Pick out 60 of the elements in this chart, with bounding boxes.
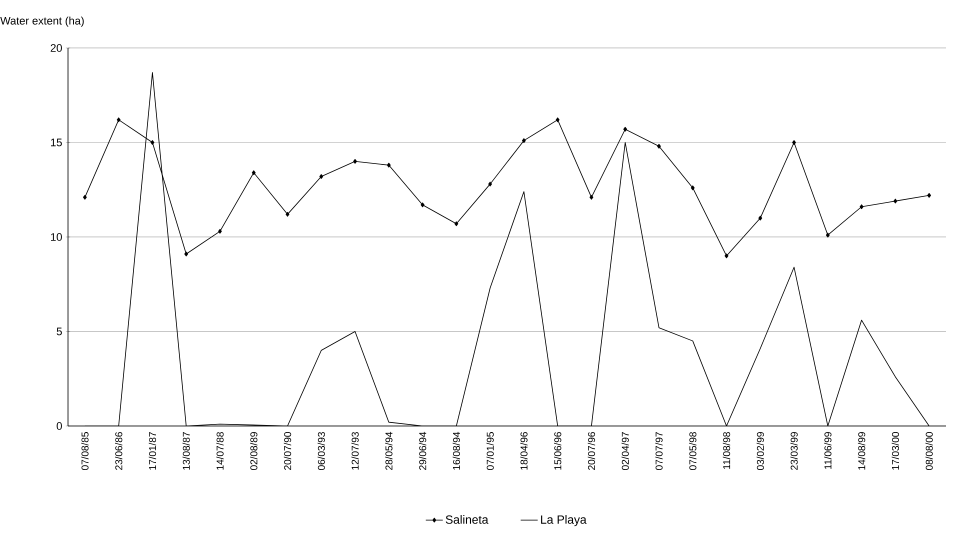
point [860,204,864,210]
x-tick-label: 08/08/00 [925,432,933,470]
x-tick-label: 06/03/93 [318,432,325,470]
point [758,216,762,220]
x-tick-label: 11/08/98 [722,432,730,469]
point [488,182,492,186]
y-axis-title: Water extent (ha) [0,16,84,27]
x-tick-label: 07/08/85 [81,432,89,470]
point [286,212,290,217]
point [319,174,324,179]
x-tick-label: 16/08/94 [452,432,460,470]
y-tick-label: 5 [56,328,62,336]
point [353,158,357,164]
x-tick-label: 23/06/86 [115,432,122,470]
x-tick-label: 12/07/93 [351,432,359,470]
x-tick-label: 23/03/99 [790,432,798,470]
x-tick-label: 20/07/90 [284,432,292,470]
point [690,185,695,190]
x-tick-label: 07/07/97 [655,432,663,470]
x-tick-label: 17/01/87 [148,432,156,470]
x-tick-label: 14/08/99 [858,432,866,470]
point [218,228,222,234]
x-tick-label: 20/07/96 [588,432,596,470]
x-tick-label: 28/05/94 [385,432,392,470]
y-tick-label: 10 [51,233,62,241]
x-tick-label: 15/06/96 [554,432,562,470]
x-tick-label: 17/03/00 [892,432,900,470]
point [556,117,560,122]
y-tick-label: 15 [51,138,62,146]
point [826,232,830,238]
point [386,162,391,168]
point [590,194,594,200]
x-tick-label: 07/01/95 [486,432,494,470]
x-tick-label: 02/04/97 [622,432,629,470]
point [150,140,154,145]
x-tick-label: 29/06/94 [418,432,426,470]
x-tick-label: 11/06/99 [824,432,832,469]
point [184,252,188,256]
x-tick-label: 07/05/98 [689,432,696,470]
point [893,198,898,204]
point [792,140,796,145]
point [420,202,424,208]
x-tick-label: 02/08/89 [250,432,258,470]
y-tick-label: 0 [56,422,62,430]
point [522,138,526,143]
x-tick-label: 14/07/88 [216,432,224,470]
point [454,221,458,226]
y-tick-label: 20 [50,44,62,52]
point [724,253,728,258]
x-tick-label: 13/08/87 [182,432,190,470]
point [116,117,121,122]
x-tick-label: 18/04/96 [520,432,528,470]
legend-label: La Playa [541,515,587,526]
point [83,194,87,200]
legend-label: Salineta [446,515,488,524]
point [252,170,256,176]
point [657,144,661,149]
point [623,126,628,132]
x-tick-label: 03/02/99 [756,432,764,470]
point [927,193,932,198]
